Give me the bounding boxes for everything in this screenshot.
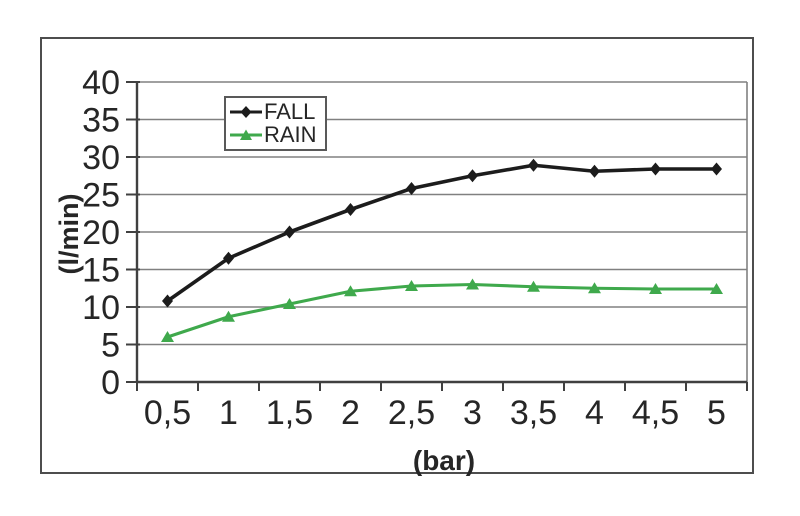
x-tick-label: 4,5 [632,394,679,432]
y-tick-label: 40 [82,64,120,102]
x-tick-label: 4 [585,394,604,432]
rain-data-point-marker [344,285,357,297]
x-tick-label: 2,5 [388,394,435,432]
rain-series-line [165,282,719,339]
rain-data-point-marker [405,280,418,291]
legend-item-fall: FALL [230,100,317,123]
y-tick-label: 20 [82,214,120,252]
fall-series-line [165,163,719,303]
rain-data-point-marker [161,331,174,342]
chart-frame [40,37,754,474]
fall-data-point-marker [711,162,722,176]
fall-data-point-marker [406,182,417,195]
rain-data-point-marker [649,283,662,294]
y-tick-label: 10 [82,289,120,327]
fall-data-point-marker [650,162,661,176]
rain-series-marker-icon [230,129,262,140]
rain-data-point-marker [710,283,723,294]
y-tick-label: 0 [101,364,120,402]
y-tick-label: 15 [82,252,120,290]
rain-data-point-marker [283,298,296,309]
y-axis-title: (l/min) [54,193,84,275]
x-axis-title: (bar) [412,445,476,476]
rain-data-point-marker [466,278,479,290]
y-tick-label: 35 [82,102,120,140]
x-tick-label: 1 [219,394,238,432]
x-tick-label: 5 [707,394,726,432]
legend-item-rain: RAIN [230,123,317,146]
legend: FALL RAIN [224,96,327,151]
x-tick-label: 3 [463,394,482,432]
x-tick-label: 2 [341,394,360,432]
y-tick-label: 5 [101,327,120,365]
fall-data-point-marker [589,164,600,178]
legend-label-fall: FALL [264,99,316,124]
fall-data-point-marker [345,203,356,216]
fall-data-point-marker [223,251,234,265]
x-tick-label: 3,5 [510,394,557,432]
rain-data-point-marker [588,282,601,294]
rain-data-point-marker [527,280,540,292]
fall-data-point-marker [162,294,173,308]
fall-data-point-marker [284,225,295,239]
y-tick-label: 25 [82,177,120,215]
fall-data-point-marker [528,158,539,172]
x-tick-label: 0,5 [144,394,191,432]
fall-data-point-marker [467,169,478,183]
x-tick-label: 1,5 [266,394,313,432]
fall-series-marker-icon [230,105,262,118]
legend-label-rain: RAIN [264,122,317,147]
y-tick-label: 30 [82,139,120,177]
rain-data-point-marker [222,310,235,322]
